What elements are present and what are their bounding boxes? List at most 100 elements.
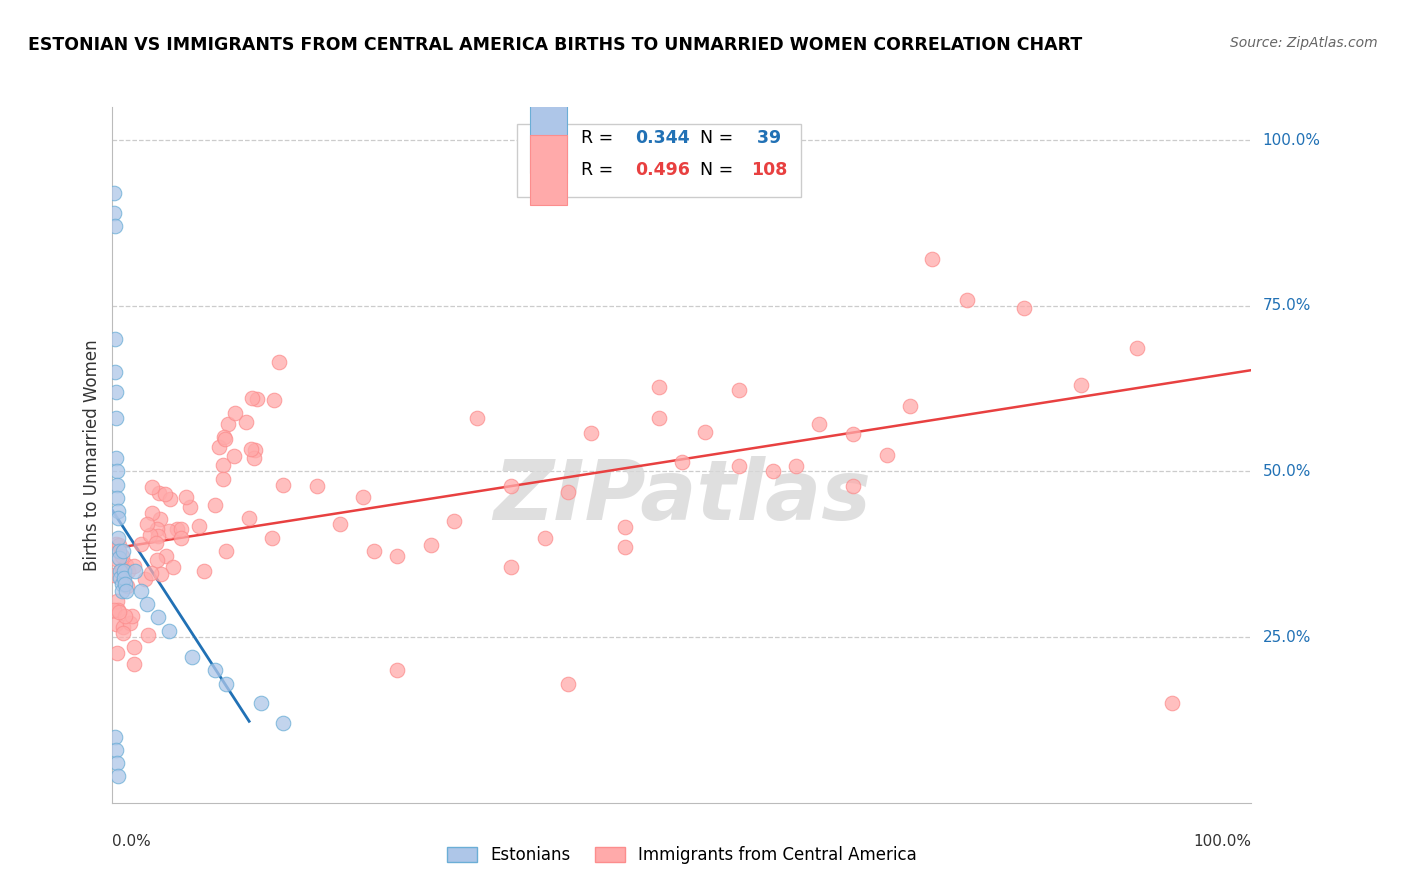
Point — [104, 552, 127, 566]
Point — [208, 440, 231, 454]
Point — [124, 558, 146, 573]
Text: 100.0%: 100.0% — [1194, 834, 1251, 849]
Point — [170, 531, 193, 545]
Point — [898, 399, 921, 413]
Point — [363, 544, 385, 558]
Point — [115, 579, 138, 593]
Point — [159, 624, 180, 638]
Point — [148, 486, 170, 500]
Point — [212, 472, 235, 486]
Point — [103, 603, 125, 617]
Text: 0.344: 0.344 — [636, 129, 690, 147]
Point — [212, 429, 235, 443]
Point — [693, 425, 716, 439]
Point — [215, 544, 238, 558]
Point — [108, 550, 131, 565]
Text: 100.0%: 100.0% — [1263, 133, 1320, 148]
Point — [240, 392, 263, 406]
Text: Source: ZipAtlas.com: Source: ZipAtlas.com — [1230, 36, 1378, 50]
Point — [107, 504, 129, 518]
Point — [105, 465, 128, 479]
Point — [385, 663, 409, 677]
Point — [135, 597, 157, 611]
Point — [103, 568, 125, 582]
Point — [181, 650, 204, 665]
Point — [107, 602, 129, 616]
Point — [841, 479, 863, 493]
FancyBboxPatch shape — [517, 124, 801, 197]
Point — [112, 626, 135, 640]
Text: 0.496: 0.496 — [636, 161, 690, 179]
Point — [153, 487, 176, 501]
Text: 0.0%: 0.0% — [112, 834, 152, 849]
Point — [188, 519, 211, 533]
Point — [105, 646, 128, 660]
Point — [579, 425, 602, 440]
Point — [105, 477, 128, 491]
Point — [204, 498, 226, 512]
Text: 75.0%: 75.0% — [1263, 298, 1310, 313]
Y-axis label: Births to Unmarried Women: Births to Unmarried Women — [83, 339, 101, 571]
Point — [239, 442, 262, 456]
Point — [145, 522, 167, 536]
Text: 108: 108 — [751, 161, 787, 179]
Point — [122, 657, 145, 671]
Point — [557, 484, 579, 499]
Point — [155, 549, 177, 564]
Point — [141, 566, 163, 581]
Point — [1069, 378, 1091, 392]
Point — [243, 443, 266, 458]
Point — [260, 531, 283, 545]
Point — [159, 492, 181, 507]
Point — [105, 594, 128, 608]
Point — [104, 743, 127, 757]
Point — [214, 432, 236, 446]
FancyBboxPatch shape — [530, 136, 567, 205]
Point — [443, 514, 465, 528]
Text: R =: R = — [581, 129, 619, 147]
Point — [104, 451, 127, 466]
Point — [136, 628, 159, 642]
Point — [613, 540, 636, 554]
Point — [107, 531, 129, 545]
Point — [329, 517, 352, 532]
Point — [108, 605, 131, 619]
Point — [117, 564, 139, 578]
Point — [111, 544, 134, 558]
Point — [217, 417, 239, 432]
Point — [212, 458, 235, 473]
Point — [135, 517, 157, 532]
Point — [267, 355, 290, 369]
Point — [104, 411, 127, 425]
Point — [307, 479, 329, 493]
Point — [111, 549, 134, 564]
Text: 25.0%: 25.0% — [1263, 630, 1310, 645]
Point — [179, 500, 201, 515]
Point — [557, 676, 579, 690]
Point — [103, 206, 125, 220]
Point — [166, 522, 188, 536]
Point — [420, 538, 443, 552]
Point — [1126, 341, 1149, 355]
Point — [249, 697, 271, 711]
Point — [671, 455, 693, 469]
Point — [648, 380, 671, 394]
Point — [110, 577, 132, 591]
Point — [112, 564, 135, 578]
Point — [501, 479, 523, 493]
Point — [146, 529, 169, 543]
Point — [141, 480, 163, 494]
Point — [648, 411, 671, 425]
Point — [271, 477, 295, 491]
Point — [613, 520, 636, 534]
Point — [122, 640, 145, 654]
Point — [921, 252, 943, 266]
Point — [121, 609, 143, 624]
Point — [149, 512, 172, 526]
Point — [193, 564, 215, 578]
Text: R =: R = — [581, 161, 619, 179]
Point — [107, 511, 129, 525]
Point — [129, 583, 152, 598]
Point — [728, 458, 751, 473]
Point — [110, 583, 132, 598]
